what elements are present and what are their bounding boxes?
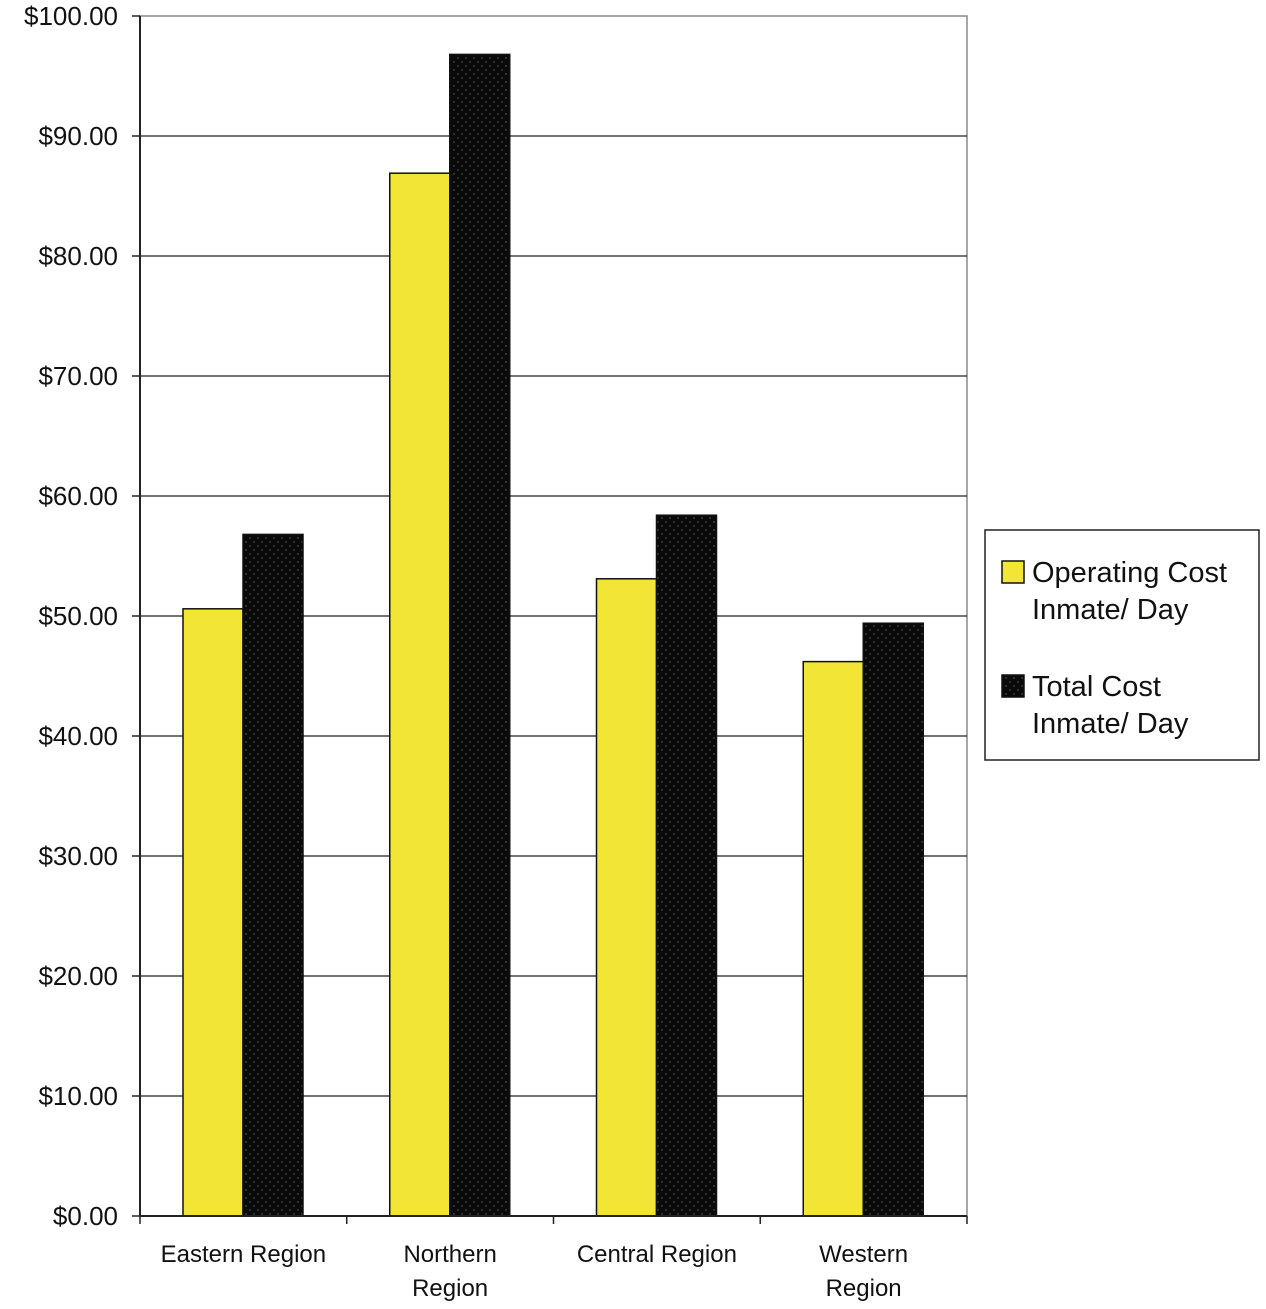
y-tick-label: $50.00 [38,601,118,631]
bar [449,53,511,1217]
axes [132,15,968,1224]
x-axis-tick-labels: Eastern Region Northern Region Central Regi… [161,1241,908,1302]
bar [595,578,658,1217]
legend-label: Total Cost Inmate/ Day [1032,671,1189,740]
x-tick-label: Central Region [577,1241,737,1268]
x-tick-label: Northern Region [403,1241,496,1302]
y-tick-label: $80.00 [38,241,118,271]
bar [389,172,451,1217]
y-tick-label: $30.00 [38,841,118,871]
y-tick-label: $0.00 [53,1201,118,1231]
x-tick-label: Western Region [819,1241,908,1302]
bar [655,514,718,1217]
x-tick-label: Eastern Region [161,1241,326,1268]
legend-swatch [1001,560,1025,584]
y-tick-label: $20.00 [38,961,118,991]
y-tick-label: $40.00 [38,721,118,751]
y-tick-label: $60.00 [38,481,118,511]
bar [802,660,864,1217]
bars [182,53,924,1217]
legend: Operating Cost Inmate/ Day Total Cost Inmat… [984,529,1260,761]
y-tick-label: $90.00 [38,121,118,151]
bar [182,608,244,1217]
y-axis-tick-labels: $0.00 $10.00 $20.00 $30.00 $40.00 $50.00 $60.0… [24,1,118,1231]
bar [862,622,924,1217]
y-tick-label: $70.00 [38,361,118,391]
y-tick-label: $100.00 [24,1,118,31]
legend-label: Operating Cost Inmate/ Day [1032,557,1227,626]
legend-swatch [1001,674,1025,698]
bar [242,533,304,1217]
legend-box [984,529,1260,761]
y-tick-label: $10.00 [38,1081,118,1111]
